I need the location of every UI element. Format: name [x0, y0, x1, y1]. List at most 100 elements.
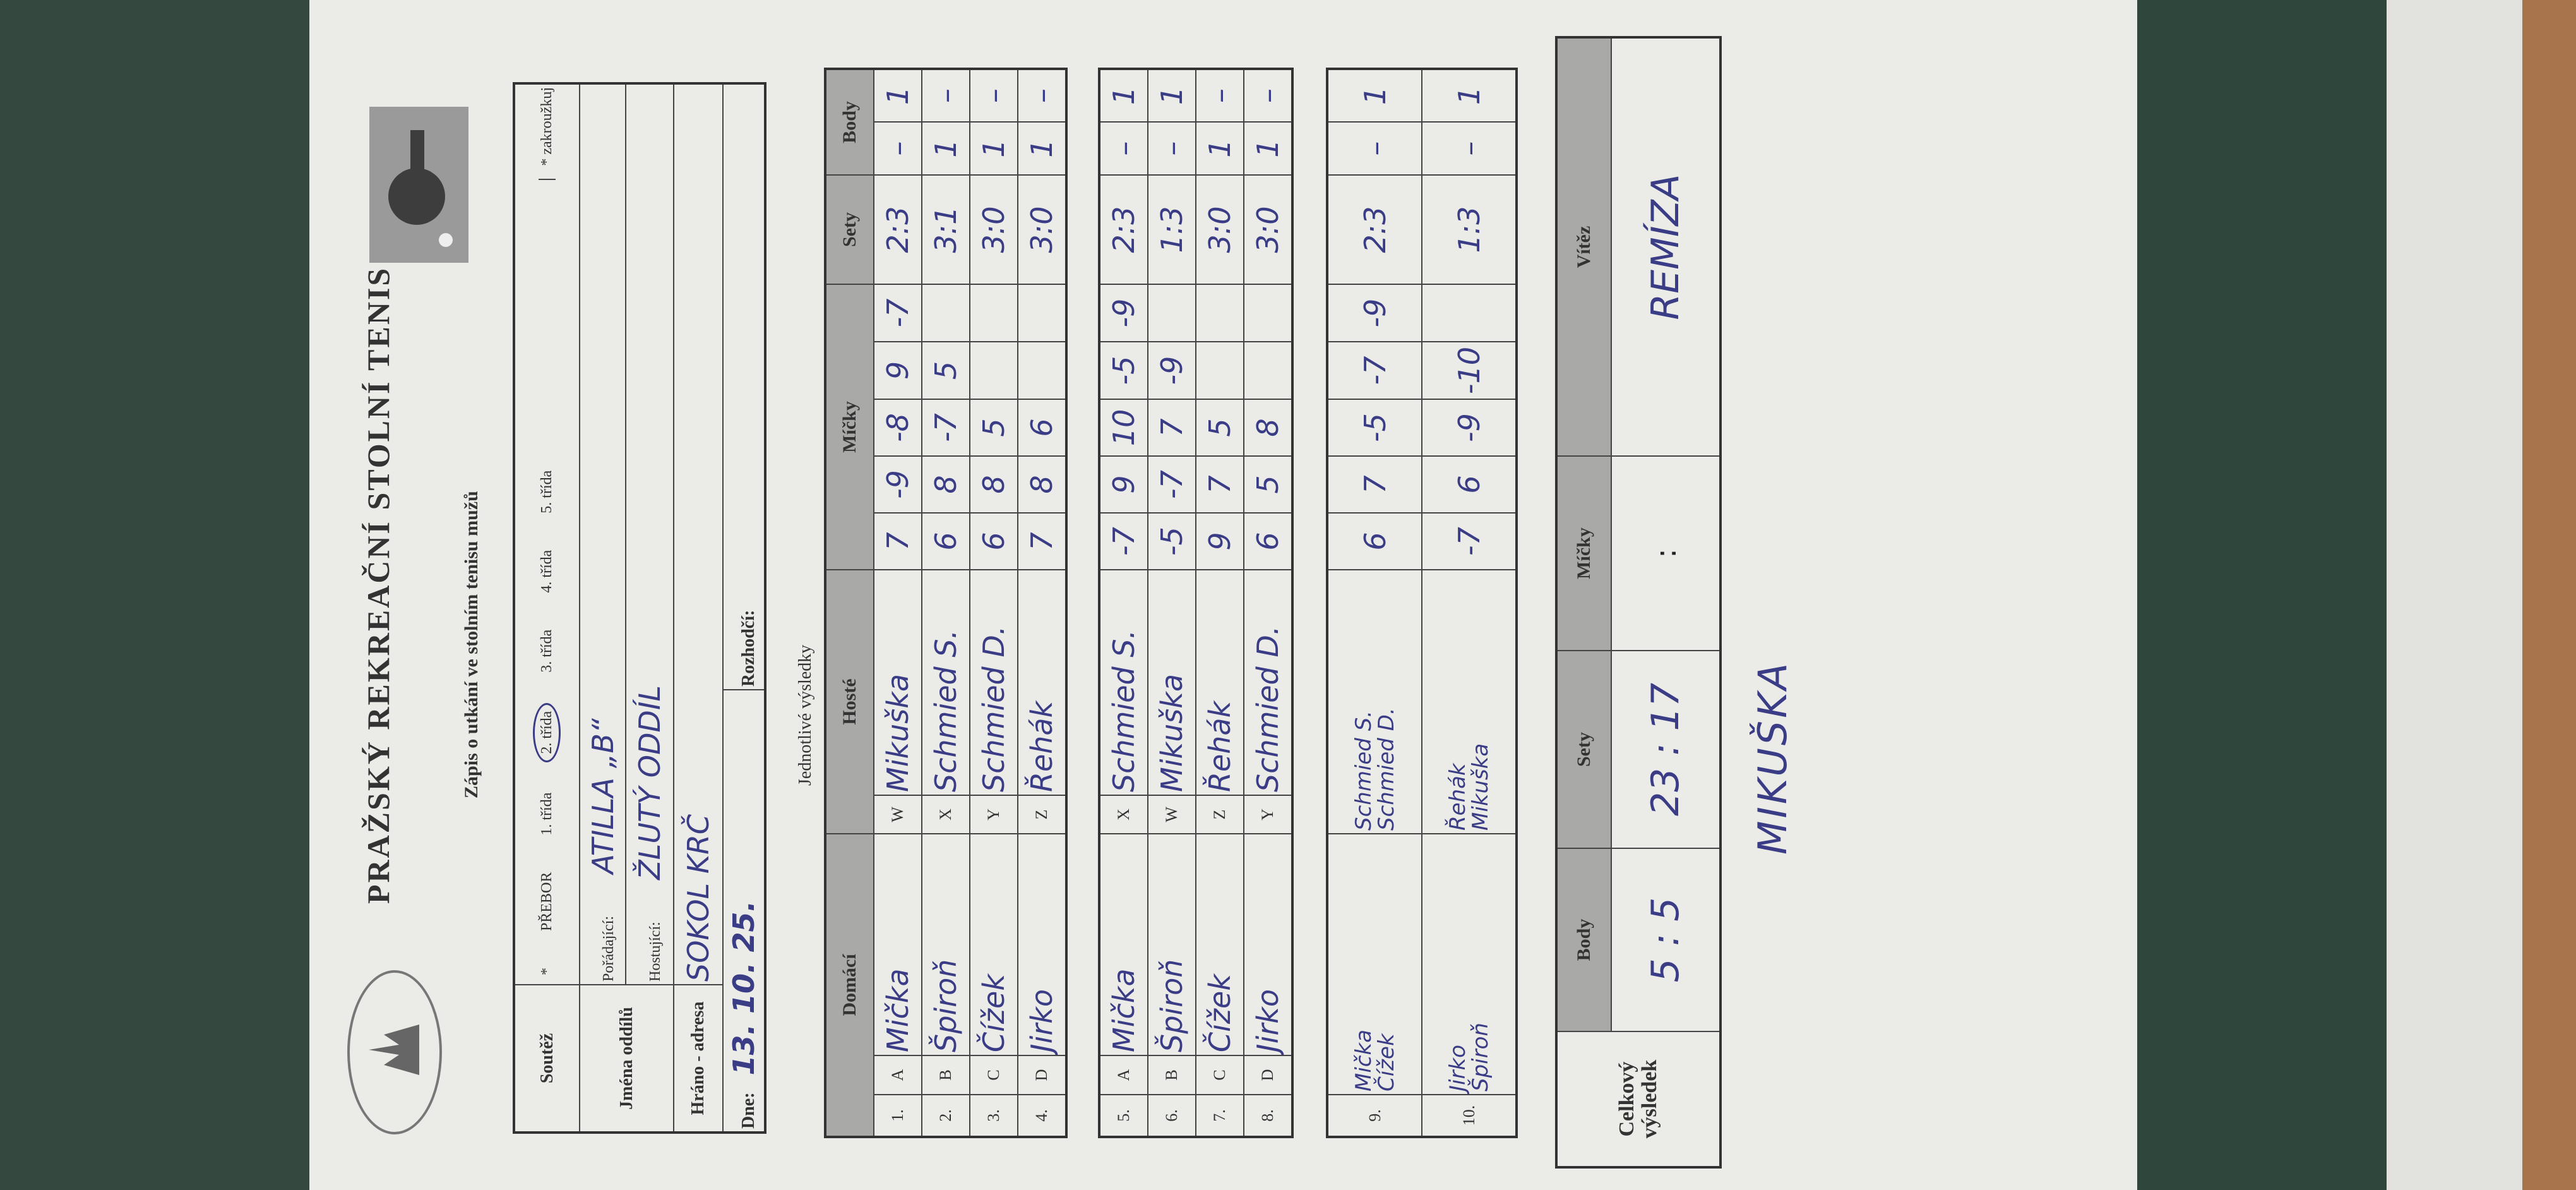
ball-score	[1244, 342, 1292, 399]
home-point: –	[1422, 122, 1517, 175]
home-player: Špiroň	[922, 834, 970, 1055]
ball-score: 7	[874, 512, 922, 570]
signature: MIKUŠKA	[1750, 660, 1796, 855]
competition-option: 4. třída	[539, 550, 555, 593]
score-sheet-paper	[309, 0, 2137, 1190]
sets-score: 3:0	[1244, 175, 1292, 284]
ball-score: 7	[1196, 456, 1244, 513]
competition-option: 2. třída	[533, 702, 561, 762]
guest-pair: Schmied S. Schmied D.	[1327, 570, 1422, 834]
referee-label: Rozhodčí:	[739, 610, 758, 687]
home-point: 1	[1244, 122, 1292, 175]
home-player: Čížek	[1196, 834, 1244, 1055]
ball-score	[1018, 341, 1066, 399]
guest-player-letter: W	[874, 795, 922, 834]
home-player-letter: A	[874, 1055, 922, 1095]
home-point: –	[1148, 122, 1196, 175]
venue-value: SOKOL KRČ	[681, 814, 715, 982]
organizer-value: ATILLA „B“	[585, 718, 620, 874]
match-number: 9.	[1327, 1095, 1422, 1137]
teams-label: Jména oddílů	[580, 985, 674, 1133]
ball-score: -5	[1327, 399, 1422, 456]
summary-table: Celkový výsledek Body Sety Míčky Vítěz 5…	[1555, 36, 1722, 1169]
guest-player-letter: X	[922, 795, 970, 834]
date-label: Dne:	[739, 1092, 758, 1129]
ball-score: 9	[1099, 456, 1148, 513]
ball-score: 7	[1327, 456, 1422, 513]
ball-score: 8	[1244, 399, 1292, 456]
guest-point: 1	[874, 68, 922, 122]
home-player-letter: B	[1148, 1055, 1196, 1095]
overall-result-label: Celkový výsledek	[1556, 1031, 1720, 1167]
ball-score: 9	[874, 341, 922, 399]
ball-score	[970, 284, 1018, 342]
guest-player: Schmied S.	[922, 569, 970, 795]
guest-player-letter: W	[1148, 795, 1196, 834]
ball-score: 9	[1196, 513, 1244, 570]
wooden-floor	[2522, 0, 2576, 1190]
sets-score: 3:1	[922, 174, 970, 284]
ball-score: -7	[1099, 513, 1148, 570]
result-row: 1. A Mička W Mikuška 7 -9 -8 9 -7 2:3–1	[874, 68, 922, 1137]
guest-player: Schmied D.	[970, 569, 1018, 795]
ball-score: -5	[1099, 342, 1148, 399]
match-info-table: Soutěž * PŘEBOR 1. třída 2. třída 3. třída 4.…	[513, 82, 766, 1134]
home-player-letter: D	[1244, 1055, 1292, 1095]
home-point: –	[874, 121, 922, 175]
home-player: Špiroň	[1467, 1023, 1493, 1091]
home-player-letter: C	[1196, 1055, 1244, 1095]
match-number: 3.	[970, 1095, 1018, 1137]
guest-player-letter: Y	[970, 795, 1018, 834]
ball-score	[1018, 284, 1066, 342]
ball-score: -5	[1148, 513, 1196, 570]
competition-options: * PŘEBOR 1. třída 2. třída 3. třída 4. třída 5…	[514, 83, 580, 985]
guest-player: Schmied S.	[1351, 710, 1376, 831]
guest-point: –	[1244, 69, 1292, 122]
result-row: 6. B Špiroň W Mikuška -5 -7 7 -9 1:3–1	[1148, 69, 1196, 1137]
sets-header: Sety	[825, 174, 874, 284]
circle-note: * zakroužkuj	[539, 87, 556, 180]
ball-score: -9	[1422, 399, 1517, 456]
guest-point: –	[1018, 68, 1066, 122]
home-player: Jirko	[1244, 834, 1292, 1055]
ball-score	[1196, 342, 1244, 399]
result-row: 3. C Čížek Y Schmied D. 6 8 5 3:0 1–	[970, 68, 1018, 1137]
ball-score	[1148, 284, 1196, 342]
sets-score: 2:3	[1099, 175, 1148, 284]
match-number: 1.	[874, 1095, 922, 1137]
guest-point: 1	[1099, 69, 1148, 122]
home-point: –	[1099, 122, 1148, 175]
points-header: Body	[825, 68, 874, 175]
guest-player: Mikuška	[874, 569, 922, 795]
background-sheet	[2387, 0, 2522, 1190]
ball-score: 5	[970, 399, 1018, 456]
ball-score: 6	[1018, 399, 1066, 456]
page-subtitle: Zápis o utkání ve stolním tenisu mužů	[461, 491, 482, 798]
ball-score: -10	[1422, 342, 1517, 399]
match-number: 2.	[922, 1095, 970, 1137]
home-player-letter: B	[922, 1055, 970, 1095]
ball-score: -7	[922, 399, 970, 456]
sets-score: 2:3	[1327, 175, 1422, 284]
summary-sets: 23 : 17	[1611, 651, 1720, 848]
ball-score: 6	[1422, 456, 1517, 513]
guest-point: 1	[1422, 69, 1517, 122]
result-row: 2. B Špiroň X Schmied S. 6 8 -7 5 3:1 1–	[922, 68, 970, 1137]
competition-option: *	[539, 968, 555, 975]
ball-score: -9	[1148, 342, 1196, 399]
ball-score	[1196, 284, 1244, 342]
competition-option: 1. třída	[539, 792, 555, 836]
guest-player: Řehák	[1018, 569, 1066, 795]
home-point: 1	[1196, 122, 1244, 175]
date-value: 13. 10. 25.	[727, 900, 761, 1076]
guest-team-label: Hostující:	[647, 922, 664, 982]
ball-score: 7	[1018, 512, 1066, 570]
home-player: Jirko	[1445, 1045, 1470, 1091]
sets-score: 1:3	[1148, 175, 1196, 284]
sets-score: 3:0	[1018, 174, 1066, 284]
home-player: Špiroň	[1148, 834, 1196, 1055]
home-point: 1	[970, 121, 1018, 175]
guest-player: Schmied S.	[1099, 570, 1148, 795]
home-player-letter: A	[1099, 1055, 1148, 1095]
ball-score: -7	[874, 284, 922, 342]
